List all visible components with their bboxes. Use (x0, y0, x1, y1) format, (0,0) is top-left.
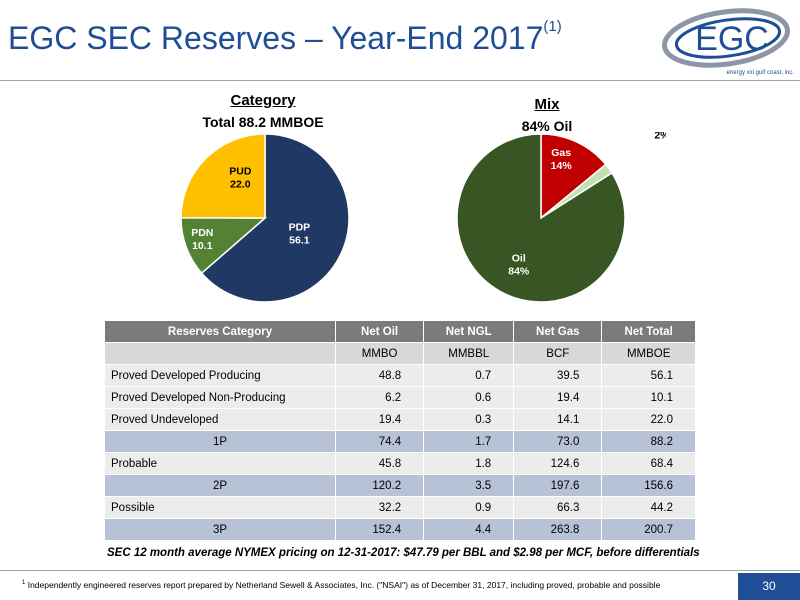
pie-slice-oil (456, 133, 626, 303)
row-value: 120.2 (334, 474, 425, 497)
row-value: 152.4 (334, 518, 425, 541)
table-units-row: MMBO MMBBL BCF MMBOE (104, 342, 696, 365)
table-header-row: Reserves Category Net Oil Net NGL Net Ga… (104, 320, 696, 343)
title-footnote-marker: (1) (543, 18, 562, 35)
row-value: 44.2 (601, 496, 696, 519)
slide-title: EGC SEC Reserves – Year-End 2017(1) (8, 18, 562, 57)
slice-value-pdp: 56.1 (289, 235, 310, 247)
row-value: 19.4 (513, 386, 603, 409)
row-value: 45.8 (334, 452, 425, 475)
row-value: 39.5 (513, 364, 603, 387)
category-chart-subtitle: Total 88.2 MMBOE (202, 114, 324, 130)
table-row: 1P 74.4 1.7 73.0 88.2 (104, 430, 696, 453)
row-value: 56.1 (601, 364, 696, 387)
row-value: 6.2 (334, 386, 425, 409)
table-row: 2P 120.2 3.5 197.6 156.6 (104, 474, 696, 497)
footnote-marker: 1 (22, 580, 26, 587)
slice-label-oil: Oil (512, 252, 526, 264)
unit-cell: MMBOE (601, 342, 696, 365)
row-value: 3.5 (423, 474, 515, 497)
row-value: 73.0 (513, 430, 603, 453)
row-value: 1.8 (423, 452, 515, 475)
footnote-text: Independently engineered reserves report… (27, 580, 661, 590)
pie-slice-pud (180, 133, 266, 219)
row-value: 32.2 (334, 496, 425, 519)
slice-value-pdn: 10.1 (192, 240, 213, 252)
pricing-note: SEC 12 month average NYMEX pricing on 12… (107, 547, 700, 559)
table-row: Proved Developed Non-Producing 6.2 0.6 19.4… (104, 386, 696, 409)
footer-divider (0, 570, 800, 571)
row-label: 1P (104, 430, 336, 453)
row-value: 19.4 (334, 408, 425, 431)
header-net-ngl: Net NGL (423, 320, 515, 343)
mix-chart-title: Mix (534, 96, 560, 113)
row-value: 1.7 (423, 430, 515, 453)
row-label: Proved Undeveloped (104, 408, 336, 431)
unit-cell: MMBBL (423, 342, 515, 365)
reserves-table: Reserves Category Net Oil Net NGL Net Ga… (104, 320, 696, 541)
row-label: 2P (104, 474, 336, 497)
row-value: 4.4 (423, 518, 515, 541)
row-value: 124.6 (513, 452, 603, 475)
slice-label-gas: Gas (551, 147, 571, 159)
slice-value-gas: 14% (551, 160, 573, 172)
unit-cell (104, 342, 336, 365)
pie-slice-pdp (200, 133, 350, 303)
row-value: 0.7 (423, 364, 515, 387)
row-label: Proved Developed Non-Producing (104, 386, 336, 409)
logo-tagline: energy xxi gulf coast, inc. (727, 70, 795, 76)
table-row: Proved Undeveloped 19.4 0.3 14.1 22.0 (104, 408, 696, 431)
header-net-gas: Net Gas (513, 320, 603, 343)
egc-logo: EGC energy xxi gulf coast, inc. (661, 8, 795, 76)
table-row: Probable 45.8 1.8 124.6 68.4 (104, 452, 696, 475)
row-value: 74.4 (334, 430, 425, 453)
row-label: 3P (104, 518, 336, 541)
unit-cell: BCF (513, 342, 603, 365)
row-label: Probable (104, 452, 336, 475)
logo-swoosh-inner (674, 17, 782, 59)
title-divider (0, 80, 800, 81)
unit-cell: MMBO (334, 342, 425, 365)
logo-text: EGC (695, 20, 769, 58)
table-row: 3P 152.4 4.4 263.8 200.7 (104, 518, 696, 541)
footnote: 1 Independently engineered reserves repo… (22, 580, 660, 590)
slice-value-ngl: 2% (654, 132, 666, 141)
row-value: 0.9 (423, 496, 515, 519)
mix-chart-subtitle: 84% Oil (521, 118, 573, 134)
row-value: 263.8 (513, 518, 603, 541)
row-value: 22.0 (601, 408, 696, 431)
row-value: 200.7 (601, 518, 696, 541)
slice-label-pdn: PDN (191, 227, 213, 239)
slice-value-pud: 22.0 (230, 178, 251, 190)
table-row: Proved Developed Producing 48.8 0.7 39.5 56.… (104, 364, 696, 387)
category-chart-title: Category (230, 92, 296, 109)
row-value: 156.6 (601, 474, 696, 497)
pie-slice-gas (540, 133, 607, 220)
slice-label-pud: PUD (229, 165, 252, 177)
table-row: Possible 32.2 0.9 66.3 44.2 (104, 496, 696, 519)
row-value: 48.8 (334, 364, 425, 387)
row-label: Possible (104, 496, 336, 519)
logo-swoosh (661, 8, 791, 68)
slice-value-oil: 84% (508, 265, 530, 277)
row-value: 197.6 (513, 474, 603, 497)
row-value: 14.1 (513, 408, 603, 431)
header-net-total: Net Total (601, 320, 696, 343)
slide-title-text: EGC SEC Reserves – Year-End 2017 (8, 20, 544, 56)
row-label: Proved Developed Producing (104, 364, 336, 387)
row-value: 0.6 (423, 386, 515, 409)
header-reserves-category: Reserves Category (104, 320, 336, 343)
row-value: 66.3 (513, 496, 603, 519)
row-value: 0.3 (423, 408, 515, 431)
page-number: 30 (738, 573, 800, 600)
row-value: 68.4 (601, 452, 696, 475)
row-value: 88.2 (601, 430, 696, 453)
row-value: 10.1 (601, 386, 696, 409)
header-net-oil: Net Oil (334, 320, 425, 343)
slice-label-pdp: PDP (289, 222, 311, 234)
